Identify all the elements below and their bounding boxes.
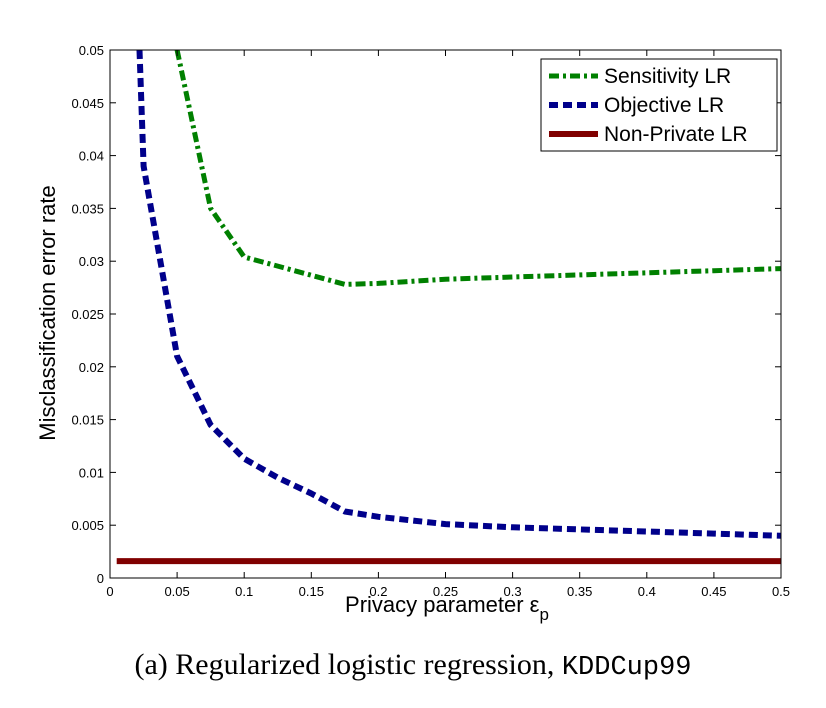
legend-label-2: Objective LR <box>604 94 724 117</box>
y-tick-label: 0 <box>97 571 104 586</box>
x-tick-label: 0.4 <box>638 584 656 599</box>
x-tick-label: 0.05 <box>164 584 189 599</box>
plot-lines <box>116 49 781 565</box>
series-line-2 <box>136 49 781 539</box>
x-tick-label: 0.15 <box>299 584 324 599</box>
y-tick-label: 0.015 <box>71 413 104 428</box>
x-axis-label-subscript: p <box>539 605 548 624</box>
x-tick-label: 0.3 <box>504 584 522 599</box>
x-tick-label: 0.45 <box>701 584 726 599</box>
figure-caption: (a) Regularized logistic regression, KDD… <box>0 648 826 683</box>
x-tick-label: 0.2 <box>369 584 387 599</box>
y-tick-label: 0.03 <box>79 254 104 269</box>
caption-dataset: KDDCup99 <box>561 653 692 683</box>
legend: Sensitivity LR Objective LR Non-Private LR <box>540 58 778 152</box>
x-axis-label: Privacy parameter εp <box>345 592 549 624</box>
y-tick-label: 0.05 <box>79 43 104 58</box>
y-tick-label: 0.01 <box>79 465 104 480</box>
y-axis-label: Misclassification error rate <box>35 185 60 441</box>
plot-frame <box>109 49 782 579</box>
x-tick-label: 0.1 <box>235 584 253 599</box>
series-line-1 <box>174 49 781 287</box>
x-tick-label: 0 <box>106 584 113 599</box>
legend-label-1: Sensitivity LR <box>604 65 731 88</box>
y-tick-label: 0.04 <box>79 149 104 164</box>
x-tick-label: 0.25 <box>433 584 458 599</box>
caption-text: (a) Regularized logistic regression, <box>134 648 562 681</box>
y-tick-label: 0.025 <box>71 307 104 322</box>
y-tick-label: 0.035 <box>71 201 104 216</box>
y-tick-label: 0.045 <box>71 96 104 111</box>
x-tick-label: 0.35 <box>567 584 592 599</box>
x-tick-label: 0.5 <box>772 584 790 599</box>
y-tick-label: 0.005 <box>71 518 104 533</box>
y-tick-label: 0.02 <box>79 360 104 375</box>
chart: 0 0.05 0.1 0.15 0.2 0.25 0.3 0.35 0.4 0.45 0.5 0 0.… <box>35 43 791 624</box>
y-axis-ticks: 0 0.005 0.01 0.015 0.02 0.025 0.03 0.035 0.04 0.0… <box>71 43 781 586</box>
legend-label-3: Non-Private LR <box>604 123 748 146</box>
x-axis-ticks: 0 0.05 0.1 0.15 0.2 0.25 0.3 0.35 0.4 0.45 0.5 <box>106 50 790 599</box>
